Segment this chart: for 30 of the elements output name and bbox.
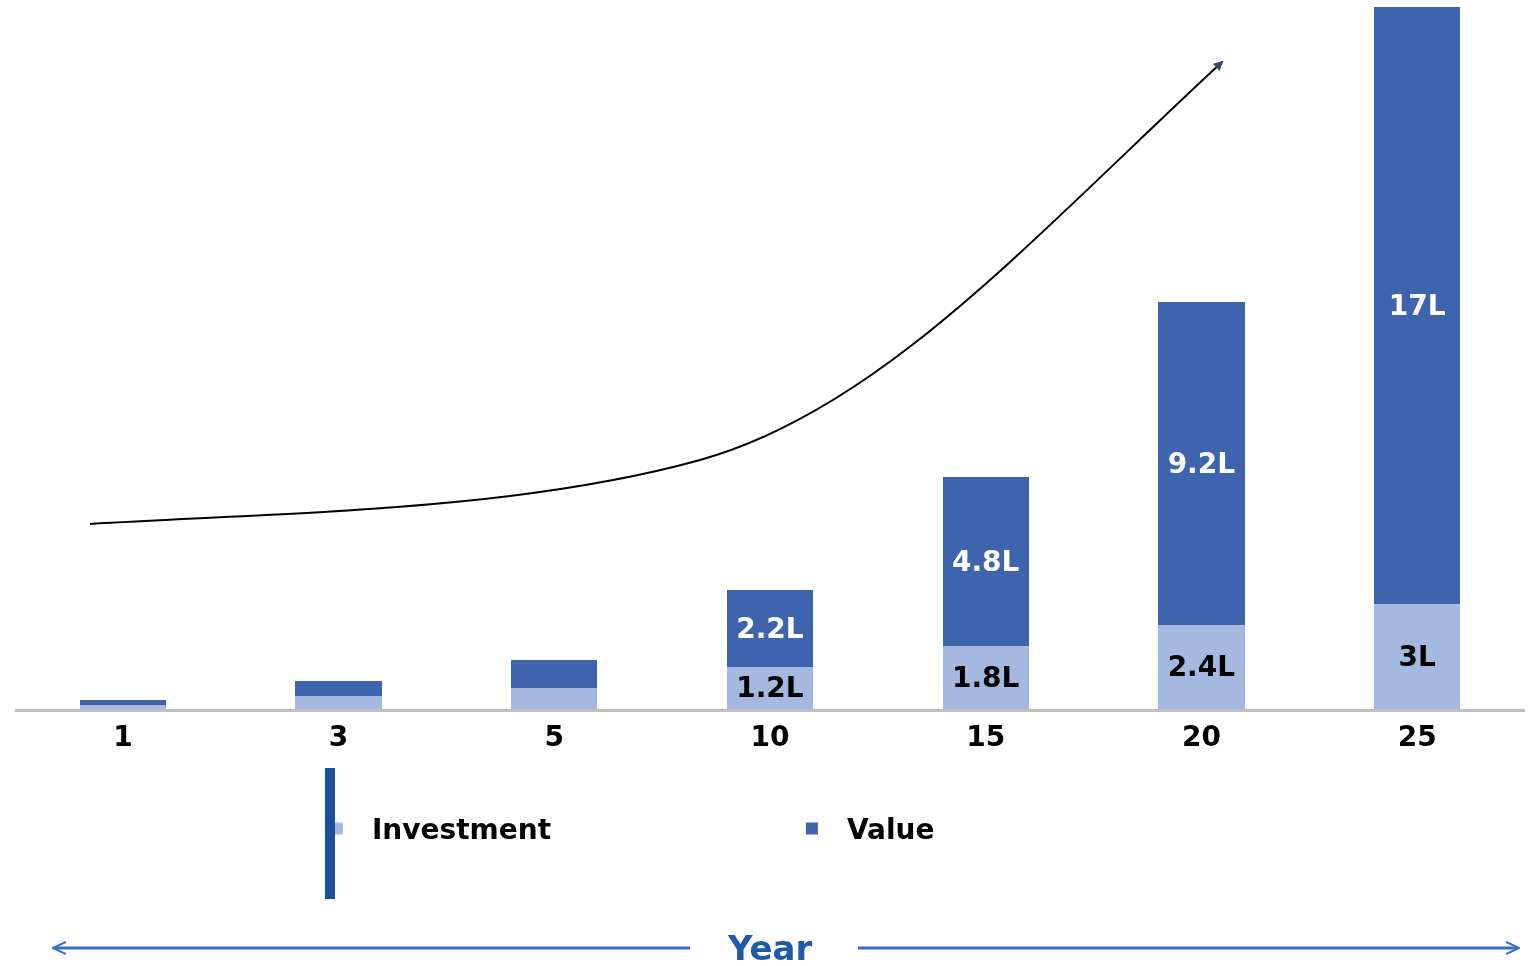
x-tick-label: 5 [544,719,565,753]
x-tick-label: 20 [1181,719,1221,753]
data-label: 3L [1398,639,1436,673]
bar [295,696,382,709]
x-tick-label: 3 [328,719,349,753]
bar [1374,7,1461,604]
data-label: 2.4L [1167,650,1236,684]
x-tick-label: 25 [1397,719,1437,753]
bar [511,659,598,688]
x-tick-label: 10 [750,719,790,753]
data-label: 4.8L [951,545,1020,579]
bar [942,477,1029,646]
data-label: 17L [1388,288,1446,322]
bar [1158,301,1245,625]
bar [1374,603,1461,709]
data-label: 1.2L [736,671,804,705]
bar [79,704,166,709]
bar [1158,624,1245,709]
x-tick-label: 1 [113,719,133,753]
bar [726,589,814,667]
data-label: 1.8L [951,660,1020,694]
legend-label: Value [846,813,935,847]
data-label: 2.2L [736,611,804,645]
x-tick-label: 15 [966,719,1006,753]
bar [79,699,166,705]
bar [295,681,382,697]
text: Year [727,928,813,966]
legend-label: Investment [371,813,552,847]
data-label: 9.2L [1167,446,1236,480]
bar [511,687,598,709]
